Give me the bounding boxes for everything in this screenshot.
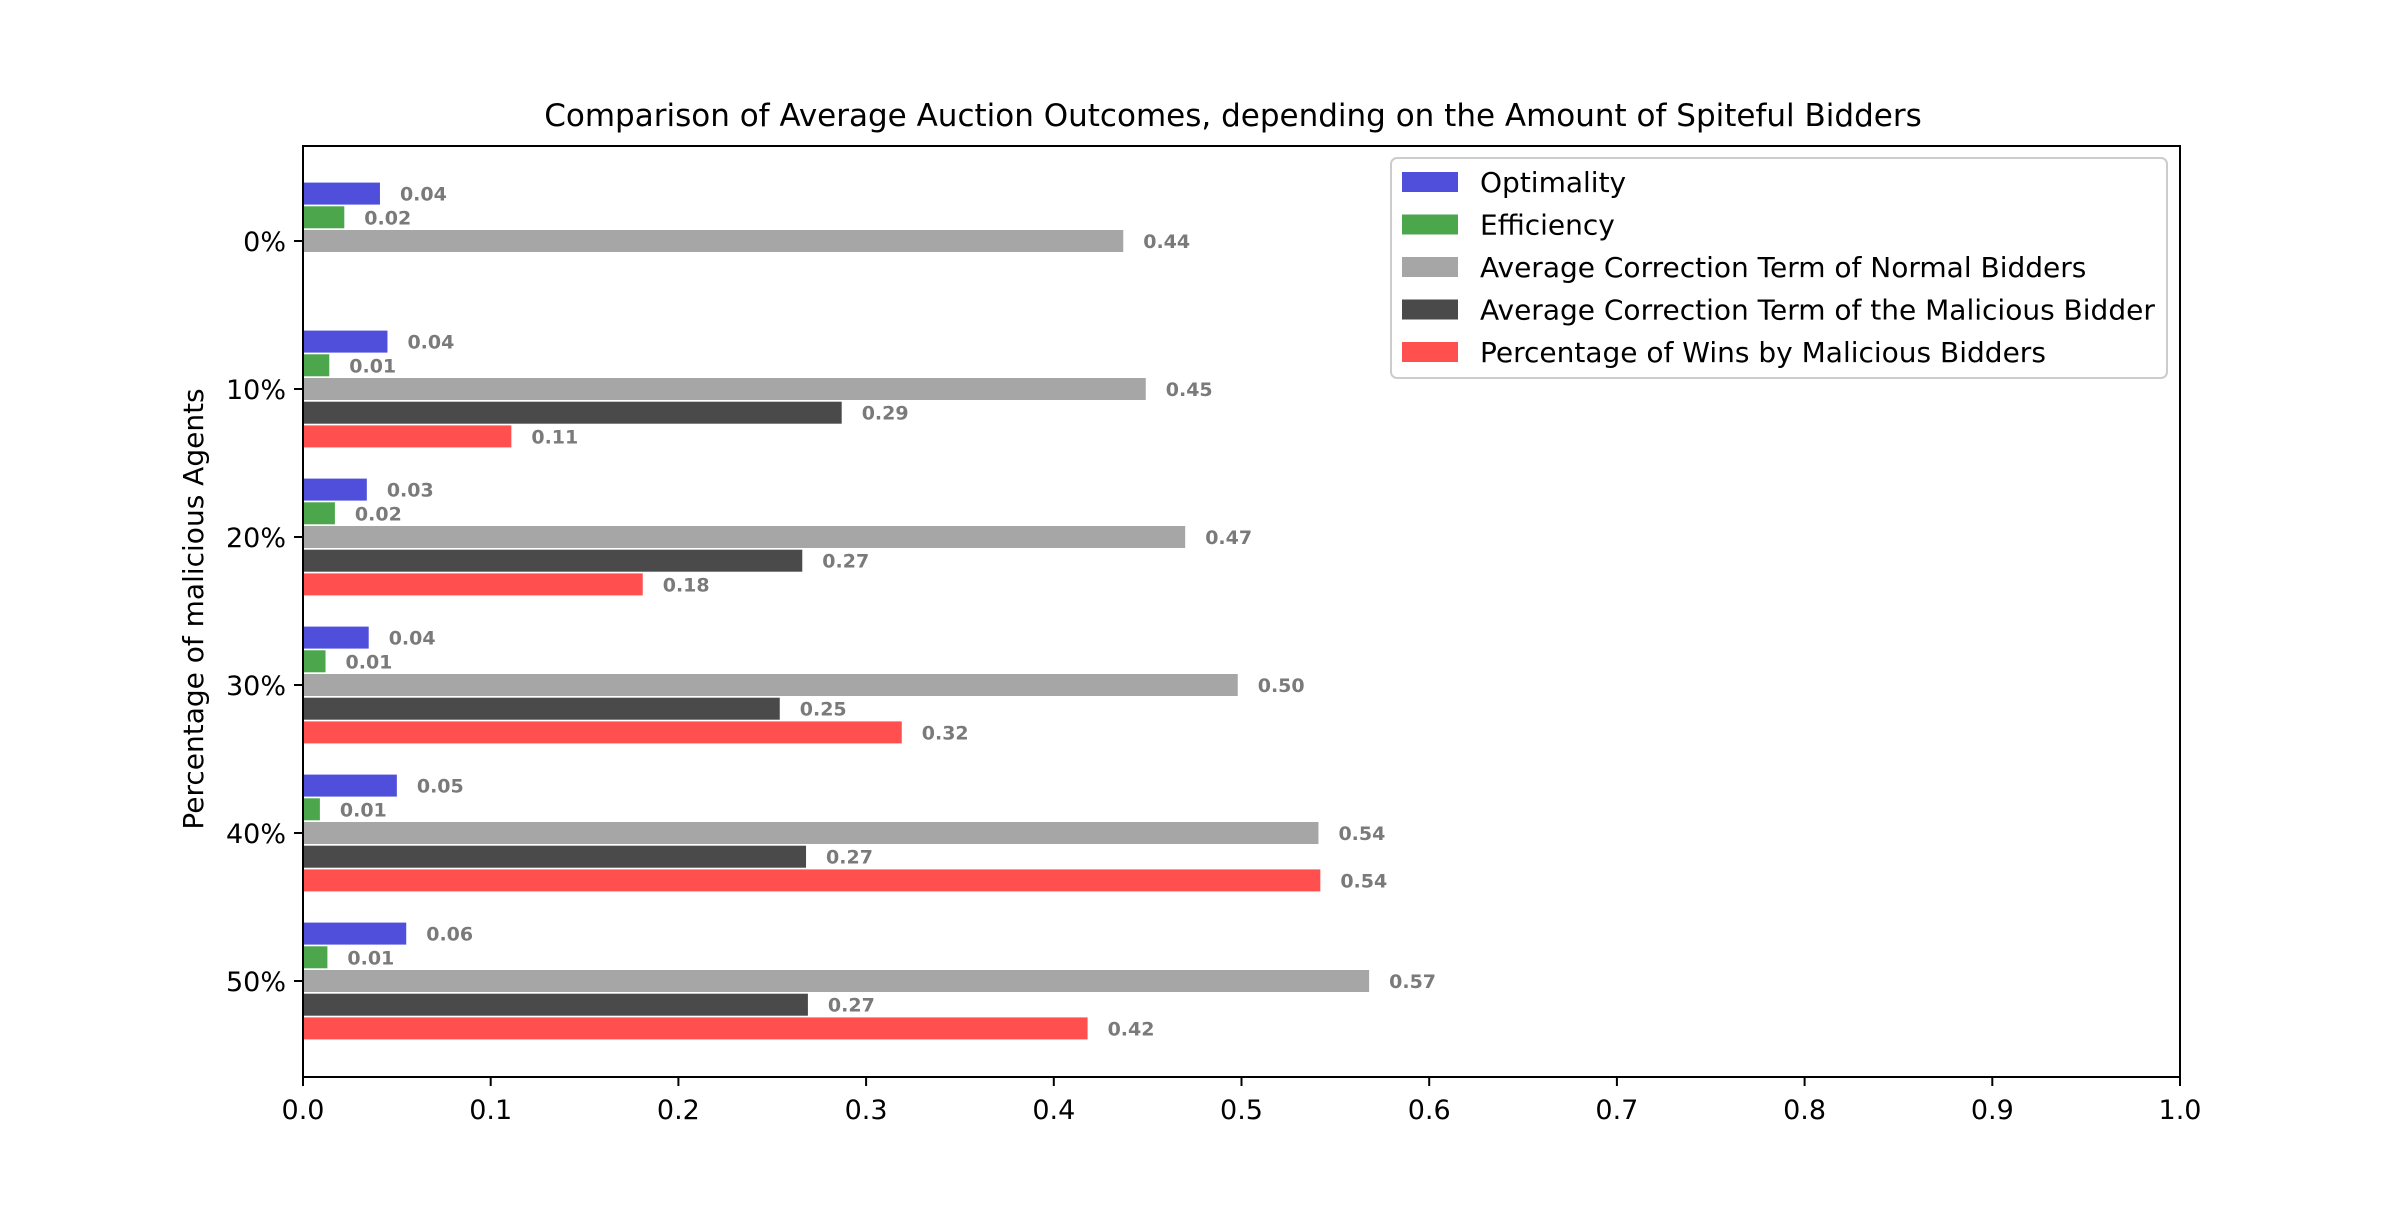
bar xyxy=(303,970,1370,992)
x-tick-label: 1.0 xyxy=(2159,1095,2202,1126)
data-label: 0.47 xyxy=(1205,527,1252,549)
x-tick-label: 0.5 xyxy=(1220,1095,1263,1126)
legend-box xyxy=(1390,157,2168,379)
bar xyxy=(303,330,388,353)
bar xyxy=(303,626,369,649)
legend-entry: Percentage of Wins by Malicious Bidders xyxy=(1480,336,2046,369)
legend-swatch xyxy=(1402,342,1458,362)
bar xyxy=(303,478,367,501)
bar xyxy=(303,869,1321,892)
x-tick-label: 0.0 xyxy=(282,1095,325,1126)
legend-swatch xyxy=(1402,257,1458,277)
data-label: 0.05 xyxy=(417,776,464,798)
bars-layer xyxy=(303,182,1370,1040)
x-tick-label: 0.2 xyxy=(657,1095,700,1126)
bar xyxy=(303,549,803,572)
bar xyxy=(303,206,345,229)
y-tick-label: 0% xyxy=(243,227,286,258)
data-label: 0.01 xyxy=(340,799,387,821)
x-tick-label: 0.4 xyxy=(1032,1095,1075,1126)
plot-frame xyxy=(302,145,2181,1078)
data-label: 0.02 xyxy=(355,503,402,525)
bar xyxy=(303,845,807,868)
bar xyxy=(303,573,643,596)
data-label: 0.02 xyxy=(364,207,411,229)
x-tick-label: 0.7 xyxy=(1595,1095,1638,1126)
y-axis-label: Percentage of malicious Agents xyxy=(177,388,210,829)
data-label: 0.18 xyxy=(663,574,710,596)
data-label: 0.27 xyxy=(822,551,869,573)
data-label: 0.06 xyxy=(426,924,473,946)
bar xyxy=(303,822,1319,844)
data-label: 0.57 xyxy=(1389,971,1436,993)
bar xyxy=(303,425,512,448)
bar xyxy=(303,774,397,797)
data-label: 0.11 xyxy=(531,426,578,448)
bar xyxy=(303,697,780,720)
data-label: 0.54 xyxy=(1340,870,1387,892)
legend-swatch xyxy=(1402,299,1458,320)
y-tick-label: 20% xyxy=(226,523,286,554)
bar xyxy=(303,946,328,969)
data-labels-layer: 0.04 0.04 0.03 0.04 0.05 0.06 0.02 0.01 0.02 0.01… xyxy=(340,184,1436,1041)
data-label: 0.44 xyxy=(1143,231,1190,253)
bar xyxy=(303,526,1186,548)
bar xyxy=(303,182,380,205)
legend-entry: Optimality xyxy=(1480,166,1626,199)
y-tick-label: 50% xyxy=(226,967,286,998)
data-label: 0.01 xyxy=(349,355,396,377)
data-label: 0.27 xyxy=(826,847,873,869)
data-label: 0.50 xyxy=(1258,675,1305,697)
y-tick-label: 10% xyxy=(226,375,286,406)
bar xyxy=(303,401,842,424)
chart-title: Comparison of Average Auction Outcomes, … xyxy=(544,98,1921,134)
bar xyxy=(303,354,330,377)
legend-swatch xyxy=(1402,172,1458,192)
bar xyxy=(303,674,1238,696)
data-label: 0.04 xyxy=(400,184,447,206)
bar xyxy=(303,798,320,821)
data-label: 0.42 xyxy=(1108,1018,1155,1040)
legend-entry: Average Correction Term of the Malicious… xyxy=(1480,294,2155,327)
data-label: 0.01 xyxy=(346,651,393,673)
x-tick-label: 0.8 xyxy=(1783,1095,1826,1126)
data-label: 0.03 xyxy=(387,480,434,502)
bar xyxy=(303,993,808,1016)
ticks-layer: 0.0 0.1 0.2 0.3 0.4 0.5 0.6 0.7 0.8 0.9 1.0 0% 10% 20… xyxy=(226,227,2201,1126)
data-label: 0.32 xyxy=(922,722,969,744)
x-tick-label: 0.9 xyxy=(1971,1095,2014,1126)
bar xyxy=(303,502,335,525)
bar xyxy=(303,650,326,673)
bar xyxy=(303,230,1124,252)
data-label: 0.29 xyxy=(862,403,909,425)
data-label: 0.01 xyxy=(347,947,394,969)
data-label: 0.54 xyxy=(1338,823,1385,845)
bar xyxy=(303,378,1146,400)
bar xyxy=(303,1017,1088,1040)
legend-entry: Average Correction Term of Normal Bidder… xyxy=(1480,251,2086,284)
x-tick-label: 0.1 xyxy=(469,1095,512,1126)
data-label: 0.04 xyxy=(407,332,454,354)
x-tick-label: 0.3 xyxy=(845,1095,888,1126)
y-tick-label: 40% xyxy=(226,819,286,850)
legend-swatch xyxy=(1402,214,1458,235)
bar xyxy=(303,922,407,945)
data-label: 0.45 xyxy=(1166,379,1213,401)
x-tick-label: 0.6 xyxy=(1408,1095,1451,1126)
y-tick-label: 30% xyxy=(226,671,286,702)
legend: Optimality Efficiency Average Correction T… xyxy=(1390,157,2168,379)
legend-entry: Efficiency xyxy=(1480,209,1615,242)
bar xyxy=(303,721,902,744)
data-label: 0.25 xyxy=(800,699,847,721)
data-label: 0.04 xyxy=(389,628,436,650)
data-label: 0.27 xyxy=(828,995,875,1017)
